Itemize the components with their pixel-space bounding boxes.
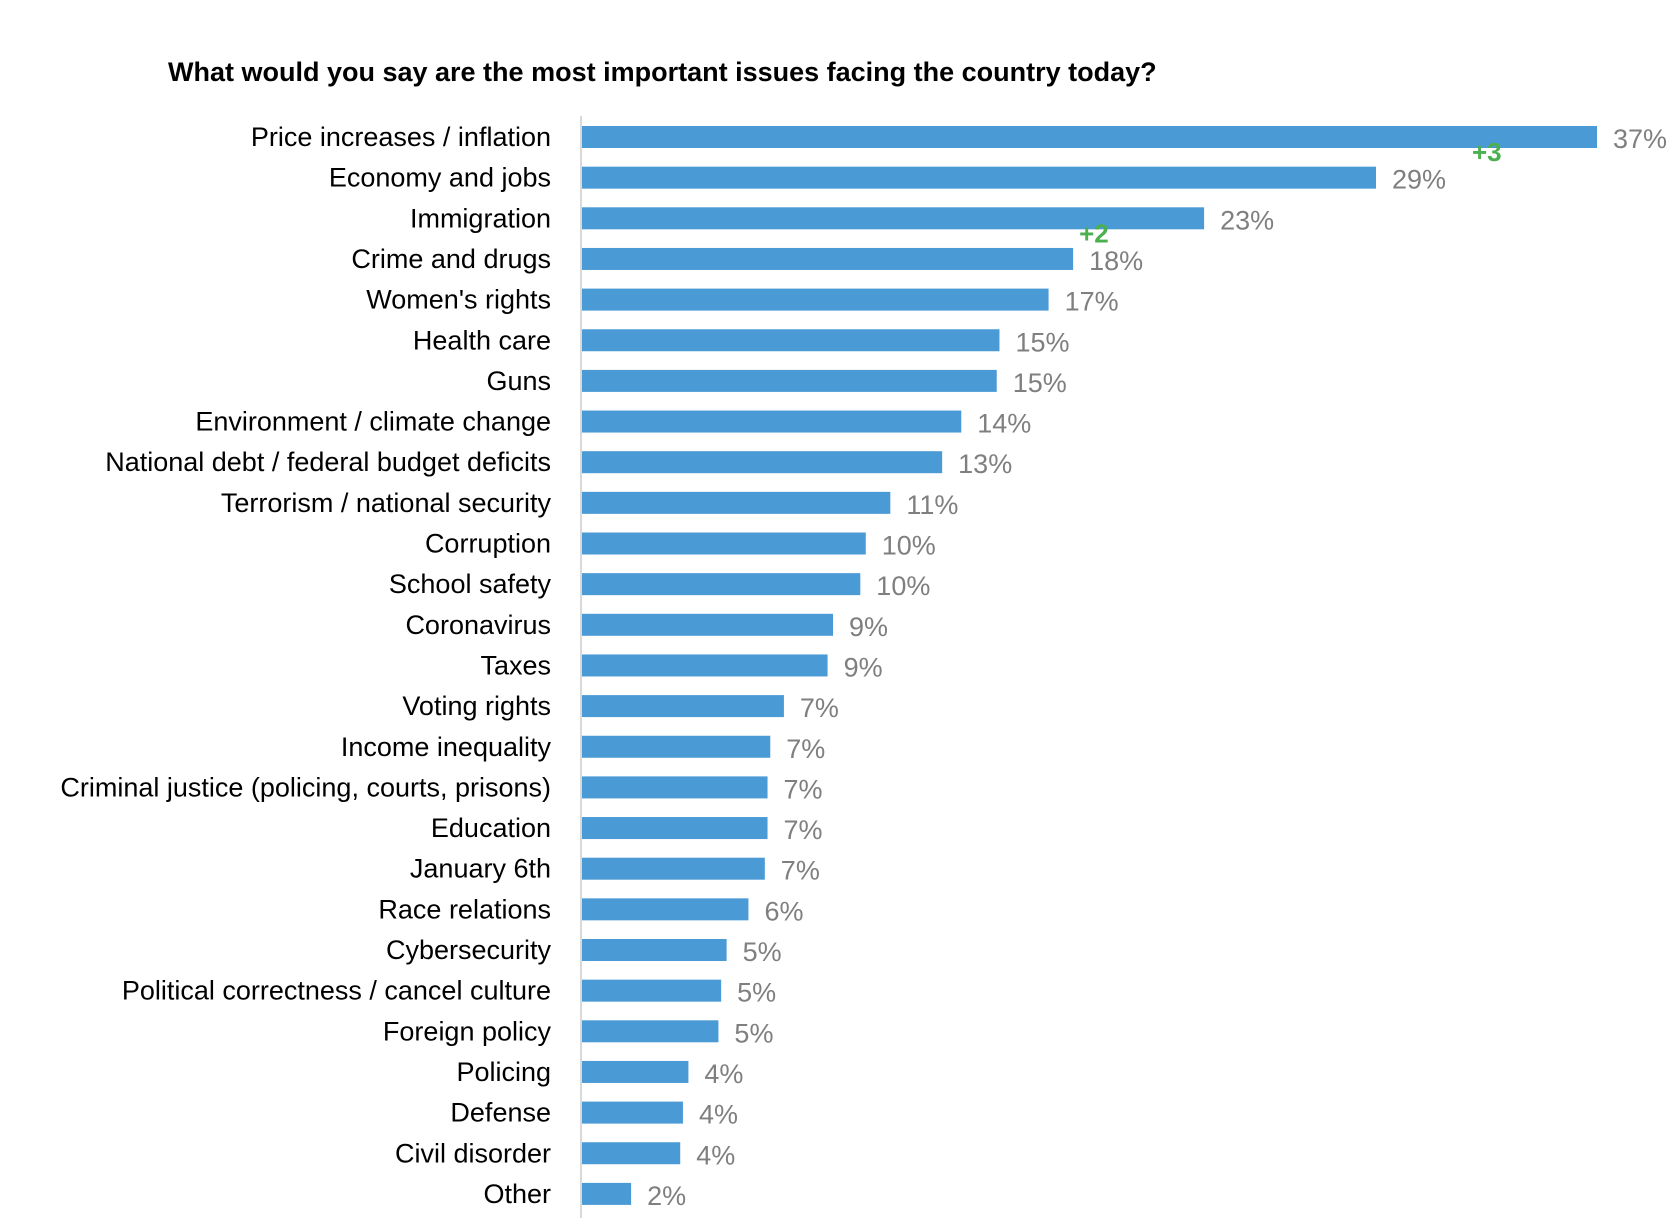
bar xyxy=(582,410,962,433)
category-label: Corruption xyxy=(425,529,551,559)
chart-title: What would you say are the most importan… xyxy=(168,57,1157,87)
bar xyxy=(582,1060,689,1083)
bar xyxy=(582,491,891,514)
bar xyxy=(582,1182,632,1205)
category-label: Crime and drugs xyxy=(351,244,551,274)
bar xyxy=(582,573,861,596)
bar xyxy=(582,451,943,474)
bar xyxy=(582,247,1074,270)
value-label: 9% xyxy=(844,652,883,682)
category-label: Health care xyxy=(413,325,551,355)
category-label: Immigration xyxy=(410,203,551,233)
value-label: 6% xyxy=(764,896,803,926)
category-label: Taxes xyxy=(480,650,551,680)
category-label: Economy and jobs xyxy=(329,163,551,193)
category-label: Terrorism / national security xyxy=(221,488,552,518)
bar xyxy=(582,776,768,799)
value-label: 29% xyxy=(1392,165,1446,195)
category-label: Price increases / inflation xyxy=(251,122,551,152)
value-label: 7% xyxy=(784,815,823,845)
category-label: Other xyxy=(483,1179,551,1209)
category-label: Income inequality xyxy=(341,732,552,762)
category-label: January 6th xyxy=(410,854,551,884)
value-label: 37% xyxy=(1613,124,1667,154)
value-label: 9% xyxy=(849,612,888,642)
value-label: 23% xyxy=(1220,205,1274,235)
bar xyxy=(582,288,1049,311)
bar xyxy=(582,817,768,840)
bar xyxy=(582,1101,683,1124)
value-label: 15% xyxy=(1015,327,1069,357)
value-label: 15% xyxy=(1013,368,1067,398)
category-label: Criminal justice (policing, courts, pris… xyxy=(60,772,551,802)
value-label: 2% xyxy=(647,1181,686,1211)
bar xyxy=(582,207,1205,230)
bar xyxy=(582,857,765,880)
bar xyxy=(582,735,771,758)
bar xyxy=(582,613,834,636)
value-label: 4% xyxy=(696,1140,735,1170)
value-label: 10% xyxy=(882,531,936,561)
value-label: 13% xyxy=(958,449,1012,479)
bar xyxy=(582,898,749,921)
bar xyxy=(582,654,828,677)
value-label: 10% xyxy=(876,571,930,601)
bar xyxy=(582,979,722,1002)
bar xyxy=(582,166,1376,189)
bars-group: Price increases / inflation 37% Economy an… xyxy=(60,122,1667,1211)
bar xyxy=(582,369,997,392)
bar xyxy=(582,939,727,961)
value-label: 17% xyxy=(1065,287,1119,317)
category-label: Voting rights xyxy=(402,691,551,721)
value-label: 11% xyxy=(906,490,958,520)
value-label: 7% xyxy=(784,774,823,804)
value-label: 14% xyxy=(977,409,1031,439)
value-label: 5% xyxy=(743,937,782,967)
bar xyxy=(582,1020,719,1043)
value-label: 18% xyxy=(1089,246,1143,276)
bar xyxy=(582,532,866,555)
category-label: Environment / climate change xyxy=(195,407,551,437)
value-label: 5% xyxy=(734,1018,773,1048)
value-label: 5% xyxy=(737,978,776,1008)
category-label: Guns xyxy=(486,366,551,396)
category-label: National debt / federal budget deficits xyxy=(105,447,551,477)
category-label: Women's rights xyxy=(366,285,551,315)
change-annotation: +2 xyxy=(1079,218,1109,248)
value-label: 4% xyxy=(699,1100,738,1130)
category-label: Policing xyxy=(456,1057,551,1087)
change-annotation: +3 xyxy=(1472,137,1502,167)
category-label: Foreign policy xyxy=(383,1016,552,1046)
value-label: 7% xyxy=(781,856,820,886)
bar xyxy=(582,1142,681,1165)
value-label: 4% xyxy=(704,1059,743,1089)
category-label: Education xyxy=(431,813,551,843)
bar xyxy=(582,126,1597,148)
category-label: School safety xyxy=(389,569,552,599)
category-label: Defense xyxy=(450,1098,551,1128)
value-label: 7% xyxy=(786,734,825,764)
category-label: Civil disorder xyxy=(395,1138,551,1168)
bar xyxy=(582,695,784,718)
category-label: Race relations xyxy=(378,894,551,924)
category-label: Cybersecurity xyxy=(386,935,552,965)
category-label: Coronavirus xyxy=(405,610,551,640)
value-label: 7% xyxy=(800,693,839,723)
category-label: Political correctness / cancel culture xyxy=(122,976,551,1006)
bar xyxy=(582,329,1000,352)
